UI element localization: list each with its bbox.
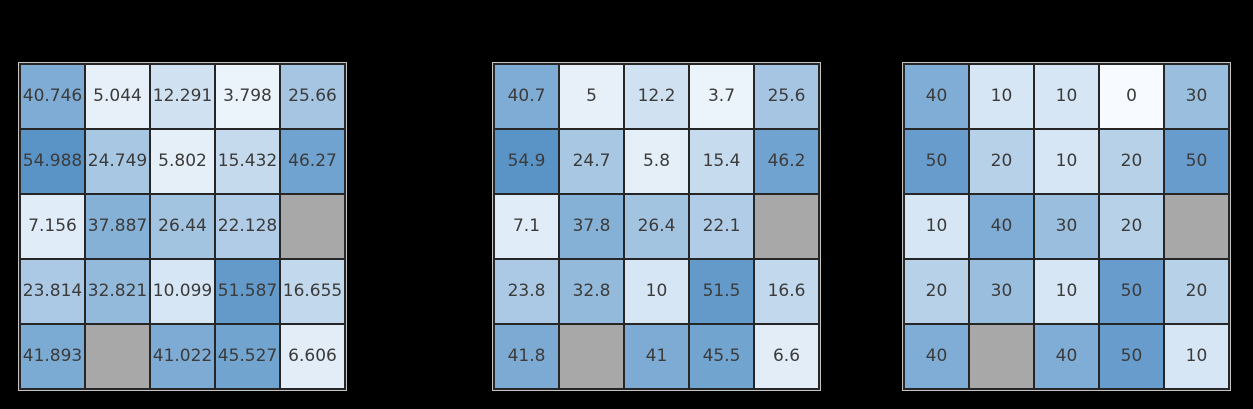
heatmap-cell <box>281 195 344 258</box>
heatmap-cell: 16.655 <box>281 260 344 323</box>
heatmap-cell <box>1165 195 1228 258</box>
heatmap-cell: 41.022 <box>151 325 214 388</box>
heatmap-cell: 24.749 <box>86 130 149 193</box>
heatmap-cell: 10 <box>1165 325 1228 388</box>
heatmap-cell <box>86 325 149 388</box>
heatmap-cell: 54.9 <box>495 130 558 193</box>
heatmap-cell: 22.1 <box>690 195 753 258</box>
heatmap-cell: 25.66 <box>281 65 344 128</box>
heatmap-cell: 10 <box>1035 130 1098 193</box>
heatmap-cell: 40 <box>905 65 968 128</box>
heatmap-cell: 15.432 <box>216 130 279 193</box>
heatmap-cell: 6.606 <box>281 325 344 388</box>
heatmap-cell <box>560 325 623 388</box>
heatmap-cell: 50 <box>1100 260 1163 323</box>
heatmap-cell: 7.1 <box>495 195 558 258</box>
heatmap-cell: 12.291 <box>151 65 214 128</box>
heatmap-cell: 40 <box>970 195 1033 258</box>
heatmap-cell: 30 <box>1035 195 1098 258</box>
heatmap-cell: 10 <box>1035 260 1098 323</box>
heatmap-cell: 32.8 <box>560 260 623 323</box>
heatmap-table-tens: 40 10 10 0 30 50 20 10 20 50 10 40 30 20 20 30 10 50 20 40 4… <box>902 62 1231 391</box>
heatmap-cell: 25.6 <box>755 65 818 128</box>
heatmap-cell: 24.7 <box>560 130 623 193</box>
heatmap-cell: 51.5 <box>690 260 753 323</box>
heatmap-cell: 37.887 <box>86 195 149 258</box>
heatmap-cell: 40.7 <box>495 65 558 128</box>
heatmap-cell: 20 <box>1100 130 1163 193</box>
heatmap-cell: 40.746 <box>21 65 84 128</box>
heatmap-cell: 5 <box>560 65 623 128</box>
heatmap-cell: 20 <box>1165 260 1228 323</box>
heatmap-cell: 23.8 <box>495 260 558 323</box>
heatmap-cell <box>970 325 1033 388</box>
heatmap-cell: 12.2 <box>625 65 688 128</box>
heatmap-cell: 22.128 <box>216 195 279 258</box>
heatmap-cell: 50 <box>1165 130 1228 193</box>
heatmap-cell: 10 <box>1035 65 1098 128</box>
heatmap-cell: 30 <box>970 260 1033 323</box>
heatmap-cell: 10 <box>625 260 688 323</box>
heatmap-cell: 6.6 <box>755 325 818 388</box>
heatmap-cell: 30 <box>1165 65 1228 128</box>
heatmap-cell: 32.821 <box>86 260 149 323</box>
heatmap-table-1-decimal: 40.7 5 12.2 3.7 25.6 54.9 24.7 5.8 15.4 46.2 7.1 37… <box>492 62 821 391</box>
heatmap-cell: 26.4 <box>625 195 688 258</box>
heatmap-cell: 50 <box>905 130 968 193</box>
heatmap-cell: 46.2 <box>755 130 818 193</box>
heatmap-cell: 23.814 <box>21 260 84 323</box>
heatmap-cell: 5.8 <box>625 130 688 193</box>
heatmap-cell: 5.802 <box>151 130 214 193</box>
heatmap-cell: 37.8 <box>560 195 623 258</box>
heatmap-cell: 40 <box>905 325 968 388</box>
heatmap-cell: 20 <box>1100 195 1163 258</box>
heatmap-table-raw: 40.746 5.044 12.291 3.798 25.66 54.988 24.749 5… <box>18 62 347 391</box>
heatmap-cell: 20 <box>970 130 1033 193</box>
heatmap-cell: 50 <box>1100 325 1163 388</box>
heatmap-cell: 16.6 <box>755 260 818 323</box>
heatmap-cell: 20 <box>905 260 968 323</box>
heatmap-cell: 46.27 <box>281 130 344 193</box>
heatmap-cell: 54.988 <box>21 130 84 193</box>
heatmap-cell: 3.798 <box>216 65 279 128</box>
heatmap-cell: 51.587 <box>216 260 279 323</box>
heatmap-cell: 45.527 <box>216 325 279 388</box>
heatmap-cell: 41 <box>625 325 688 388</box>
heatmap-cell: 10.099 <box>151 260 214 323</box>
heatmap-cell: 26.44 <box>151 195 214 258</box>
heatmap-cell: 7.156 <box>21 195 84 258</box>
heatmap-cell: 10 <box>970 65 1033 128</box>
heatmap-cell: 15.4 <box>690 130 753 193</box>
heatmap-cell: 41.893 <box>21 325 84 388</box>
heatmap-cell: 10 <box>905 195 968 258</box>
heatmap-cell <box>755 195 818 258</box>
heatmap-cell: 3.7 <box>690 65 753 128</box>
heatmap-cell: 5.044 <box>86 65 149 128</box>
heatmap-cell: 40 <box>1035 325 1098 388</box>
heatmap-cell: 41.8 <box>495 325 558 388</box>
heatmap-cell: 0 <box>1100 65 1163 128</box>
heatmap-cell: 45.5 <box>690 325 753 388</box>
